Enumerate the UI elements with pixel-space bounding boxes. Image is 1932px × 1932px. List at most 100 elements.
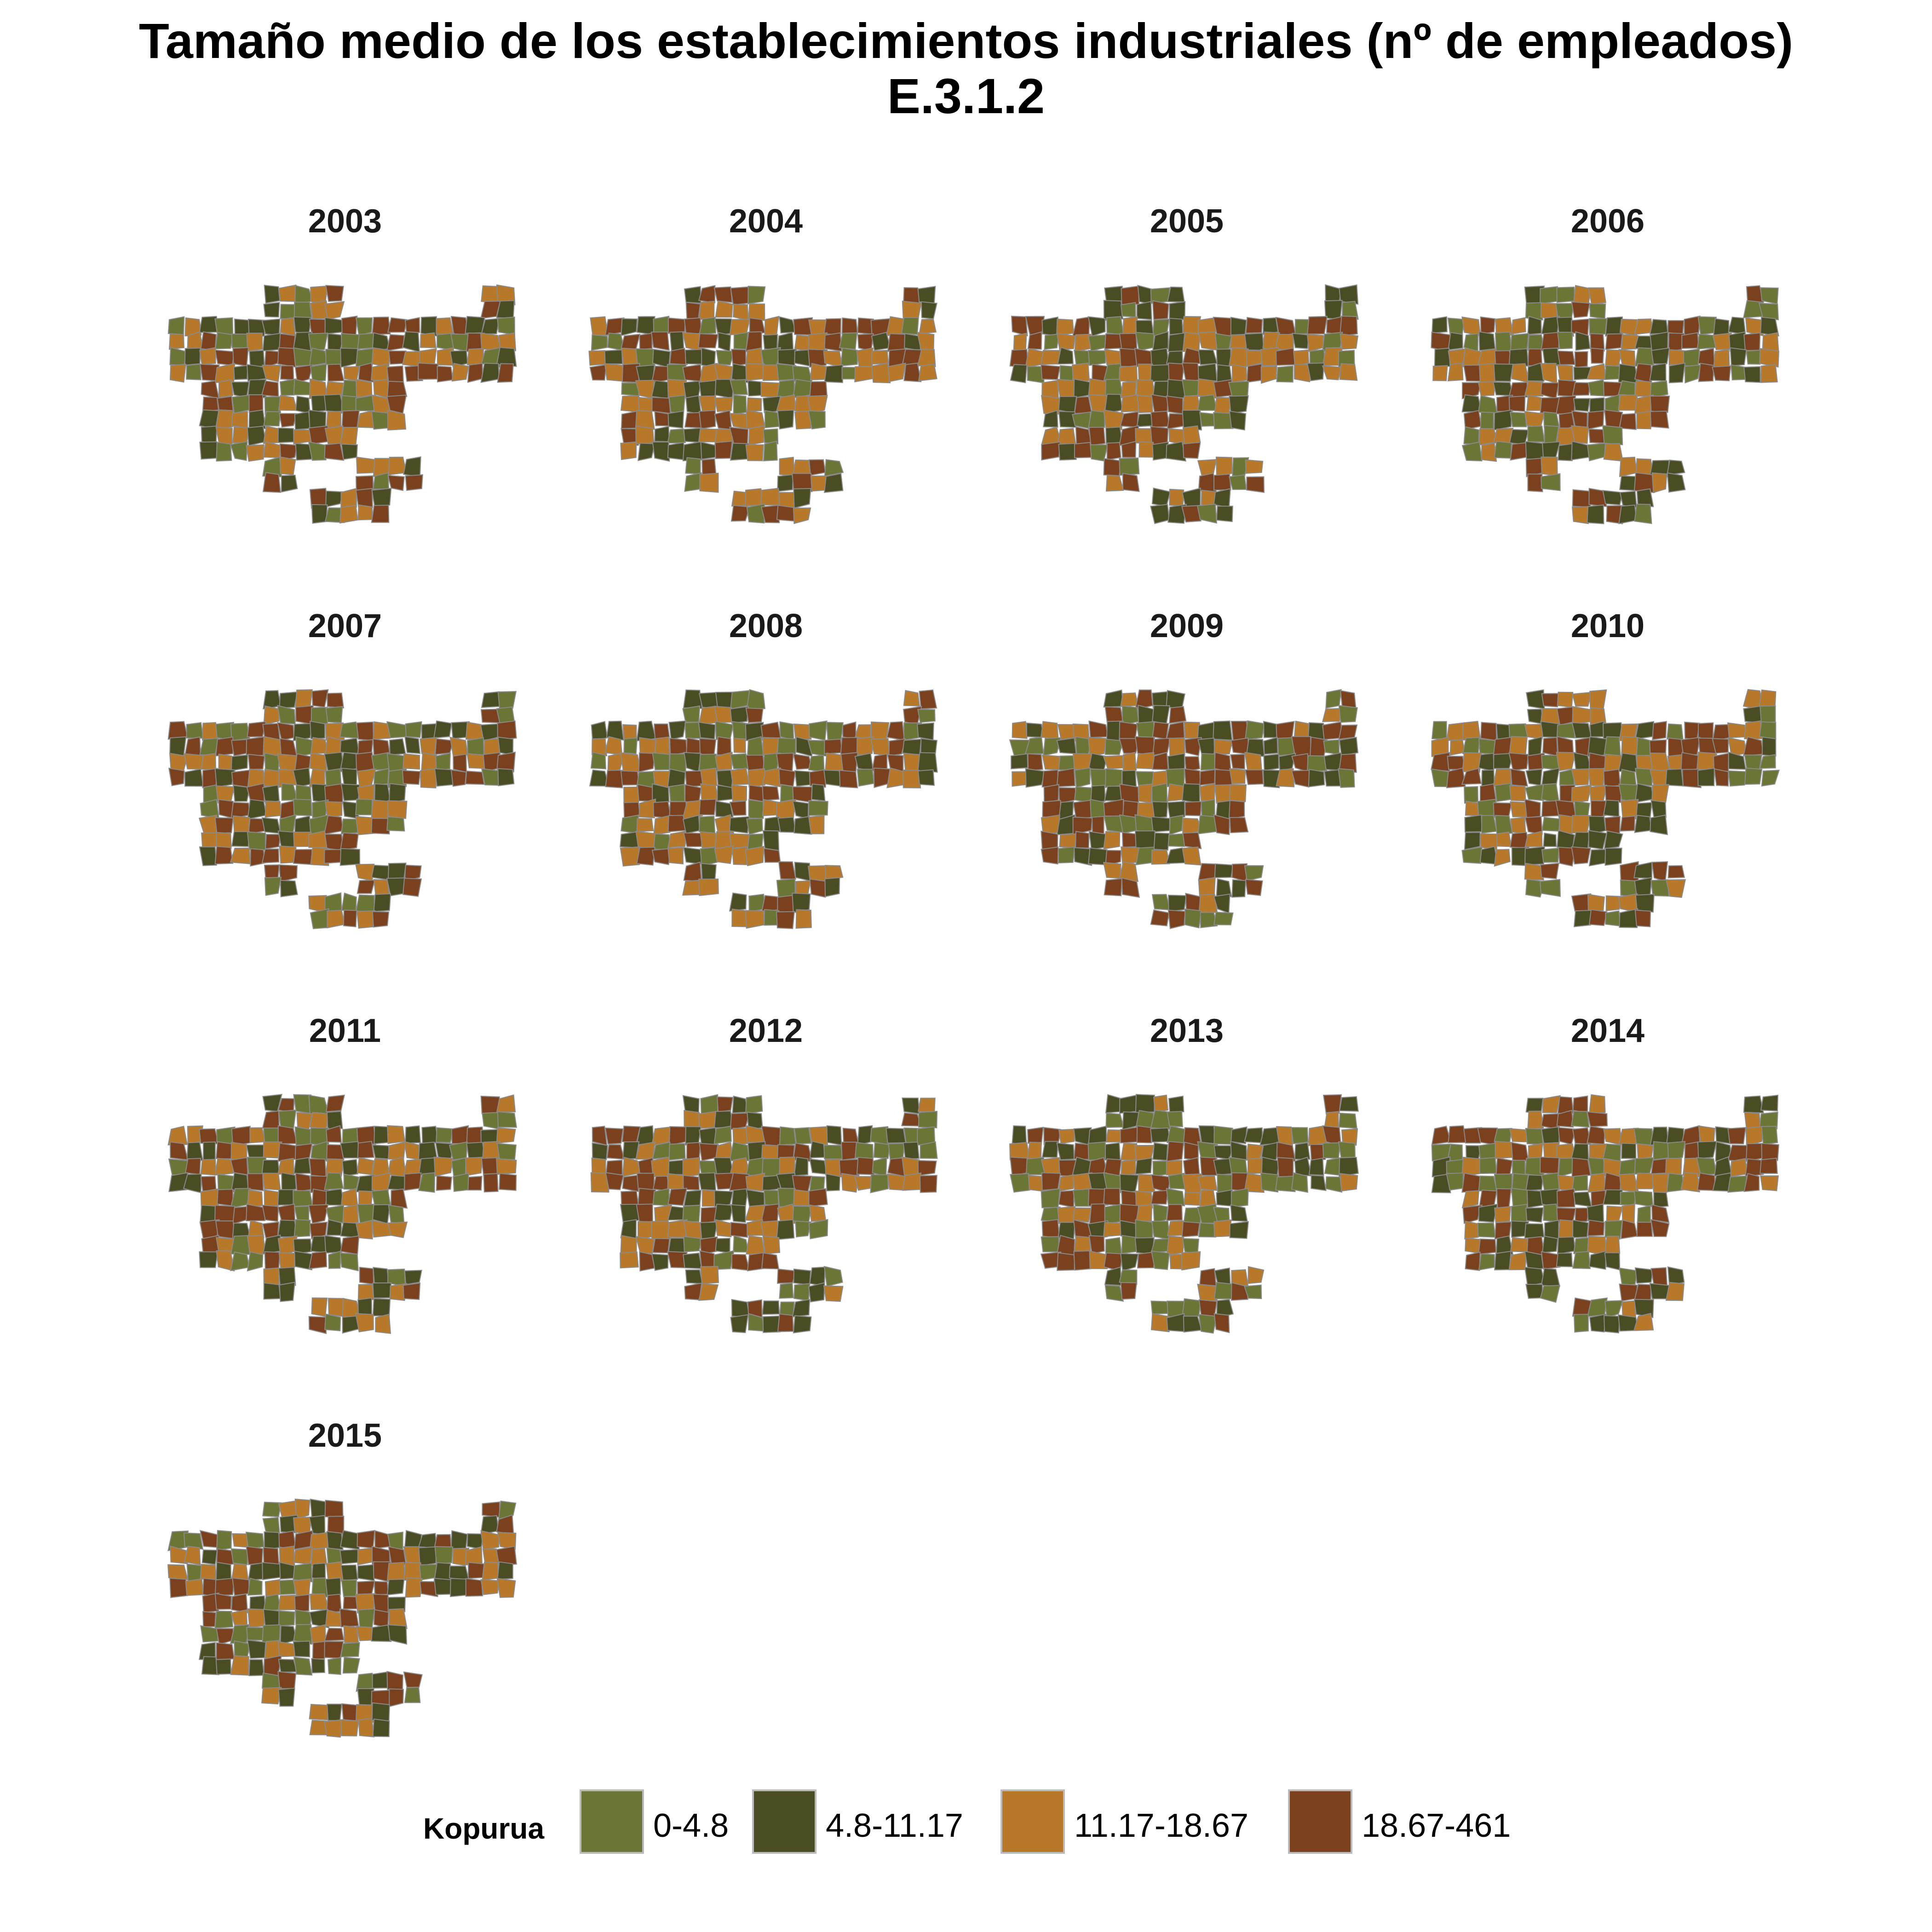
municipality-region [745,910,765,929]
panel-year-label: 2009 [1150,608,1224,644]
municipality-region [1214,863,1234,878]
municipality-region [1575,1208,1590,1222]
municipality-region [1306,362,1325,381]
municipality-region [1166,1160,1183,1176]
municipality-region [481,768,501,786]
municipality-region [1665,1158,1682,1178]
municipality-region [1167,833,1185,847]
municipality-region [184,347,201,366]
municipality-region [404,317,420,335]
municipality-region [778,768,796,787]
municipality-region [308,1094,329,1115]
municipality-region [1074,442,1093,459]
municipality-region [214,1157,234,1176]
municipality-region [342,1159,358,1177]
municipality-region [1213,814,1230,835]
municipality-region [590,752,606,770]
municipality-region [1509,411,1527,427]
municipality-region [355,863,375,881]
municipality-region [763,428,779,445]
municipality-region [794,1127,812,1144]
municipality-region [231,411,248,429]
municipality-region [667,317,686,334]
municipality-region [1074,1236,1091,1252]
municipality-region [293,1578,311,1597]
municipality-region [779,1156,796,1175]
municipality-region [1509,785,1526,802]
municipality-region [1602,722,1623,740]
municipality-region [1636,410,1653,430]
municipality-region [729,816,750,834]
municipality-region [1589,303,1606,319]
municipality-region [168,767,185,787]
municipality-region [246,333,263,352]
municipality-region [1478,1203,1498,1223]
municipality-region [248,1659,265,1676]
municipality-region [747,397,762,412]
municipality-region [1087,1188,1109,1207]
municipality-region [1263,736,1278,755]
municipality-region [450,1578,468,1597]
municipality-region [216,1530,232,1551]
municipality-region [277,1157,294,1175]
municipality-region [371,411,389,430]
municipality-region [1652,721,1667,741]
municipality-region [1341,301,1359,320]
municipality-region [264,285,281,304]
municipality-region [311,1297,328,1317]
municipality-region [1620,815,1636,832]
municipality-region [1213,1219,1232,1237]
municipality-region [261,318,281,336]
municipality-region [1275,347,1296,366]
municipality-region [1605,895,1623,912]
municipality-region [183,1532,204,1550]
municipality-region [1573,909,1592,927]
municipality-region [733,332,748,350]
municipality-region [621,428,640,446]
municipality-region [1511,1203,1528,1224]
municipality-region [808,754,825,773]
municipality-region [1245,459,1264,474]
municipality-region [1244,1127,1263,1144]
municipality-region [343,909,357,927]
municipality-region [371,1220,391,1238]
municipality-region [1213,720,1233,741]
municipality-region [652,441,670,462]
municipality-region [245,1531,264,1550]
municipality-region [824,752,844,772]
municipality-region [1310,1144,1327,1161]
municipality-region [1041,1141,1059,1158]
municipality-region [497,1111,518,1128]
municipality-region [871,350,889,365]
municipality-region [729,800,747,816]
municipality-region [700,441,717,460]
municipality-region [1573,1191,1593,1208]
municipality-region [201,426,218,444]
municipality-region [448,1141,468,1161]
municipality-region [308,441,327,461]
map-panel: 2015 [138,1417,552,1785]
municipality-region [1620,1191,1637,1206]
municipality-region [1027,753,1043,771]
municipality-region [186,722,204,739]
municipality-region [1698,362,1715,382]
municipality-region [839,770,858,788]
municipality-region [1650,1219,1670,1237]
municipality-region [355,317,373,336]
municipality-region [1041,814,1060,834]
municipality-region [1480,722,1497,742]
municipality-region [1590,333,1605,352]
municipality-region [638,798,656,818]
municipality-region [1760,364,1778,383]
municipality-region [763,441,778,461]
municipality-region [1322,707,1343,722]
municipality-region [1056,768,1076,788]
municipality-region [794,410,813,430]
municipality-region [371,1690,391,1705]
municipality-region [451,1157,466,1177]
municipality-region [1041,1219,1060,1239]
municipality-region [1635,894,1655,913]
municipality-region [1136,413,1154,427]
municipality-region [1588,1250,1606,1270]
municipality-region [730,690,750,710]
